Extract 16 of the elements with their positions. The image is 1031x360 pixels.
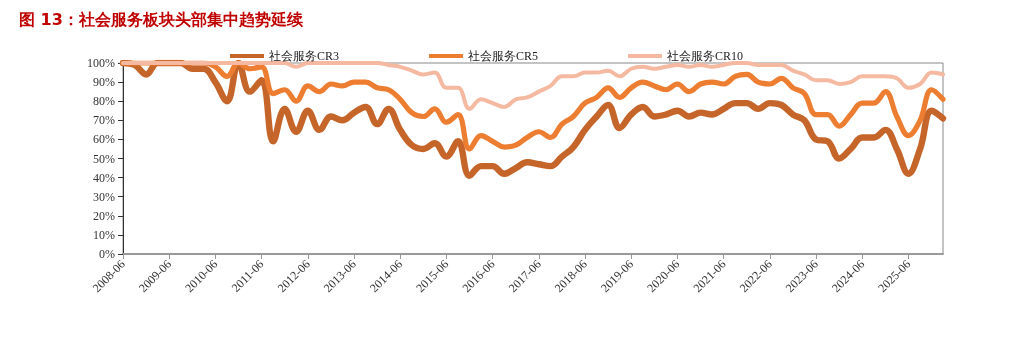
legend-label: 社会服务CR3 bbox=[269, 49, 340, 63]
y-tick-label: 40% bbox=[93, 170, 115, 185]
chart-title: 图 13：社会服务板块头部集中趋势延续 bbox=[19, 9, 304, 29]
legend-label: 社会服务CR10 bbox=[667, 49, 744, 63]
legend-label: 社会服务CR5 bbox=[468, 49, 539, 63]
y-tick-label: 90% bbox=[93, 75, 115, 90]
y-tick-label: 60% bbox=[93, 132, 115, 147]
y-tick-label: 10% bbox=[93, 227, 115, 242]
y-tick-label: 70% bbox=[93, 113, 115, 128]
y-tick-label: 30% bbox=[93, 189, 115, 204]
y-tick-label: 20% bbox=[93, 208, 115, 223]
y-tick-label: 0% bbox=[99, 247, 115, 261]
line-series bbox=[121, 61, 945, 111]
y-tick-label: 100% bbox=[87, 56, 115, 70]
y-tick-label: 50% bbox=[93, 151, 115, 166]
y-tick-label: 80% bbox=[93, 94, 115, 109]
